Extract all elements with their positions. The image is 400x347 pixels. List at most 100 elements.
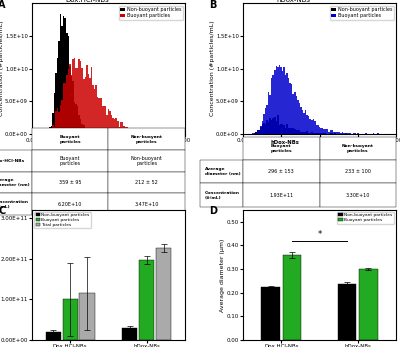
Bar <box>48 133 49 134</box>
Bar <box>78 59 80 134</box>
Bar <box>282 124 283 134</box>
Bar <box>68 69 69 134</box>
Bar <box>269 95 271 134</box>
Bar <box>268 122 269 134</box>
Bar <box>69 64 71 134</box>
Bar <box>316 133 317 134</box>
Legend: Non-buoyant particles, Buoyant particles, Total particles: Non-buoyant particles, Buoyant particles… <box>34 212 91 228</box>
Bar <box>299 103 300 134</box>
Bar <box>319 127 320 134</box>
Bar <box>272 75 274 134</box>
Bar <box>77 106 78 134</box>
Bar <box>322 133 323 134</box>
Y-axis label: Average diameter (μm): Average diameter (μm) <box>220 238 225 312</box>
Bar <box>346 133 348 134</box>
Bar <box>283 67 285 134</box>
Bar <box>52 113 54 134</box>
Bar <box>350 133 351 134</box>
Bar <box>94 90 95 134</box>
Bar <box>254 133 256 134</box>
Bar <box>100 98 102 134</box>
Bar <box>345 133 346 134</box>
Bar <box>340 133 342 134</box>
Bar <box>365 133 367 134</box>
Bar <box>83 125 84 134</box>
Bar <box>373 133 374 134</box>
Bar <box>290 83 291 134</box>
Bar <box>58 112 60 134</box>
Bar <box>75 104 77 134</box>
Bar <box>88 74 89 134</box>
Bar <box>137 131 138 134</box>
Bar <box>95 133 97 134</box>
Bar <box>132 129 134 134</box>
Bar <box>134 128 136 134</box>
Bar <box>160 133 162 134</box>
Bar <box>71 76 72 134</box>
Bar <box>262 121 263 134</box>
Bar <box>64 18 66 134</box>
Bar <box>260 127 262 134</box>
Bar <box>314 133 316 134</box>
Bar <box>48 131 49 134</box>
Bar <box>260 126 262 134</box>
Bar <box>345 133 346 134</box>
Bar <box>60 105 61 134</box>
Bar <box>331 130 333 134</box>
Bar <box>285 128 286 134</box>
Bar <box>337 132 339 134</box>
Bar <box>320 128 322 134</box>
Bar <box>252 133 254 134</box>
Bar <box>138 132 140 134</box>
Text: D: D <box>210 206 218 216</box>
Bar <box>311 133 312 134</box>
Bar <box>163 133 165 134</box>
Bar <box>303 132 305 134</box>
Bar <box>80 61 82 134</box>
X-axis label: Diameter (μm): Diameter (μm) <box>83 144 134 151</box>
Bar <box>294 129 296 134</box>
Bar <box>71 75 72 134</box>
Bar <box>116 118 117 134</box>
Bar <box>146 132 148 134</box>
Bar <box>276 121 277 134</box>
Bar <box>82 124 83 134</box>
Bar <box>118 127 120 134</box>
Bar <box>319 133 320 134</box>
Bar <box>266 104 268 134</box>
Bar <box>257 130 258 134</box>
Bar <box>323 128 325 134</box>
Bar <box>74 102 75 134</box>
Bar <box>57 108 58 134</box>
Bar <box>288 78 290 134</box>
Bar <box>306 131 308 134</box>
Bar <box>50 128 52 134</box>
Bar <box>63 299 78 340</box>
Legend: Non-buoyant particles, Buoyant particles: Non-buoyant particles, Buoyant particles <box>337 212 394 223</box>
Bar <box>106 115 108 134</box>
Bar <box>258 130 260 134</box>
Bar <box>84 77 86 134</box>
Bar <box>156 248 171 340</box>
Bar <box>330 133 331 134</box>
Legend: Non-buoyant particles, Buoyant particles: Non-buoyant particles, Buoyant particles <box>330 6 394 20</box>
Bar <box>342 132 344 134</box>
Bar <box>68 36 69 134</box>
Bar <box>338 284 356 340</box>
Bar <box>325 129 326 134</box>
Bar <box>378 133 379 134</box>
Bar <box>314 121 316 134</box>
Bar <box>353 133 354 134</box>
Bar <box>339 132 340 134</box>
Bar <box>55 73 57 134</box>
Bar <box>312 133 314 134</box>
Bar <box>280 124 282 134</box>
Bar <box>311 120 312 134</box>
Bar <box>63 17 64 134</box>
Bar <box>300 133 302 134</box>
Bar <box>280 67 282 134</box>
Bar <box>72 59 74 134</box>
Bar <box>263 115 265 134</box>
Bar <box>54 93 55 134</box>
Bar <box>268 92 269 134</box>
